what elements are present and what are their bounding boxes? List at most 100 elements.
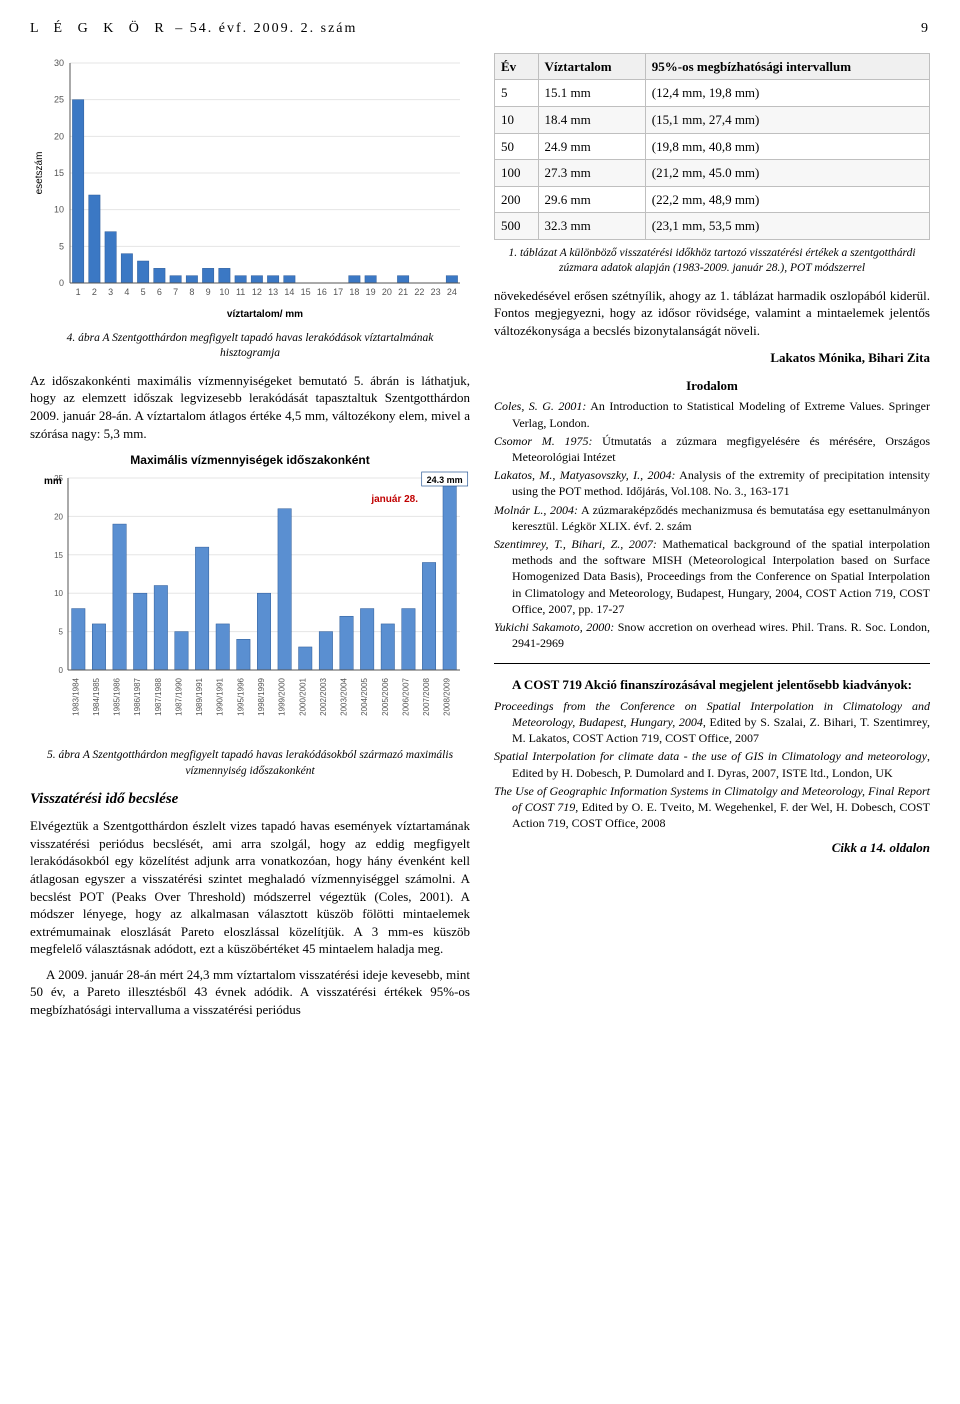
journal-title: L É G K Ö R – 54. évf. 2009. 2. szám <box>30 20 357 39</box>
left-column: 0510152025301234567891011121314151617181… <box>30 53 470 1027</box>
svg-text:január 28.: január 28. <box>370 494 418 505</box>
svg-text:20: 20 <box>54 513 63 522</box>
svg-text:20: 20 <box>382 287 392 297</box>
table-cell: 10 <box>495 106 539 133</box>
table-cell: 500 <box>495 213 539 240</box>
confidence-table: Év Víztartalom 95%-os megbízhatósági int… <box>494 53 930 240</box>
svg-text:23: 23 <box>431 287 441 297</box>
svg-text:11: 11 <box>236 287 245 297</box>
svg-text:13: 13 <box>268 287 278 297</box>
svg-text:2008/2009: 2008/2009 <box>443 678 452 716</box>
box-item: Spatial Interpolation for climate data -… <box>494 748 930 780</box>
svg-text:17: 17 <box>333 287 343 297</box>
table-header-year: Év <box>495 53 539 80</box>
table-cell: (22,2 mm, 48,9 mm) <box>645 186 929 213</box>
svg-text:0: 0 <box>59 666 64 675</box>
svg-text:15: 15 <box>54 551 63 560</box>
svg-text:Maximális vízmennyiségek idősz: Maximális vízmennyiségek időszakonként <box>130 453 369 467</box>
svg-text:7: 7 <box>173 287 178 297</box>
journal-name: L É G K Ö R <box>30 21 170 36</box>
svg-text:5: 5 <box>59 241 64 251</box>
table-row: 5024.9 mm(19,8 mm, 40,8 mm) <box>495 133 930 160</box>
svg-text:2002/2003: 2002/2003 <box>319 678 328 716</box>
table-cell: 15.1 mm <box>538 80 645 107</box>
table-cell: 100 <box>495 160 539 187</box>
svg-text:15: 15 <box>54 168 64 178</box>
page-number: 9 <box>921 20 930 39</box>
table-row: 1018.4 mm(15,1 mm, 27,4 mm) <box>495 106 930 133</box>
reference-item: Molnár L., 2004: A zúzmaraképződés mecha… <box>494 502 930 534</box>
reference-item: Szentimrey, T., Bihari, Z., 2007: Mathem… <box>494 536 930 617</box>
svg-text:9: 9 <box>206 287 211 297</box>
table-header-confint: 95%-os megbízhatósági intervallum <box>645 53 929 80</box>
svg-text:10: 10 <box>54 589 63 598</box>
right-column: Év Víztartalom 95%-os megbízhatósági int… <box>494 53 930 1027</box>
table-cell: 27.3 mm <box>538 160 645 187</box>
continuation-note: Cikk a 14. oldalon <box>494 839 930 857</box>
box-item: The Use of Geographic Information System… <box>494 783 930 832</box>
svg-text:4: 4 <box>124 287 129 297</box>
svg-text:5: 5 <box>141 287 146 297</box>
svg-text:2: 2 <box>92 287 97 297</box>
histogram-caption: 4. ábra A Szentgotthárdon megfigyelt tap… <box>42 331 458 362</box>
box-list: Proceedings from the Conference on Spati… <box>494 698 930 832</box>
table-cell: 18.4 mm <box>538 106 645 133</box>
svg-text:1983/1984: 1983/1984 <box>71 678 80 716</box>
svg-text:1987/1988: 1987/1988 <box>154 678 163 716</box>
left-paragraph-2: Elvégeztük a Szentgotthárdon észlelt viz… <box>30 817 470 957</box>
svg-text:1987/1990: 1987/1990 <box>174 678 183 716</box>
svg-text:21: 21 <box>398 287 408 297</box>
left-paragraph-1: Az időszakonkénti maximális vízmennyiség… <box>30 372 470 442</box>
table-cell: (19,8 mm, 40,8 mm) <box>645 133 929 160</box>
svg-text:10: 10 <box>54 205 64 215</box>
references-title: Irodalom <box>494 377 930 395</box>
left-paragraph-3: A 2009. január 28-án mért 24,3 mm víztar… <box>30 966 470 1019</box>
svg-text:30: 30 <box>54 58 64 68</box>
table-cell: (21,2 mm, 45.0 mm) <box>645 160 929 187</box>
reference-item: Csomor M. 1975: Útmutatás a zúzmara megf… <box>494 433 930 465</box>
svg-text:mm: mm <box>44 476 62 487</box>
svg-text:24.3 mm: 24.3 mm <box>427 475 463 485</box>
svg-text:3: 3 <box>108 287 113 297</box>
svg-text:5: 5 <box>59 628 64 637</box>
svg-text:6: 6 <box>157 287 162 297</box>
svg-text:25: 25 <box>54 95 64 105</box>
journal-issue: – 54. évf. 2009. 2. szám <box>175 21 357 36</box>
right-paragraph-1: növekedésével erősen szétnyílik, ahogy a… <box>494 287 930 340</box>
svg-text:8: 8 <box>189 287 194 297</box>
table-caption: 1. táblázat A különböző visszatérési idő… <box>494 246 930 277</box>
svg-text:22: 22 <box>414 287 424 297</box>
svg-text:16: 16 <box>317 287 327 297</box>
svg-text:víztartalom/ mm: víztartalom/ mm <box>227 309 303 320</box>
svg-text:10: 10 <box>219 287 229 297</box>
table-cell: (12,4 mm, 19,8 mm) <box>645 80 929 107</box>
section-title: Visszatérési idő becslése <box>30 789 470 809</box>
authors: Lakatos Mónika, Bihari Zita <box>494 349 930 367</box>
svg-text:14: 14 <box>284 287 294 297</box>
separator <box>494 663 930 664</box>
svg-text:2004/2005: 2004/2005 <box>360 678 369 716</box>
svg-text:2007/2008: 2007/2008 <box>422 678 431 716</box>
svg-text:2003/2004: 2003/2004 <box>340 678 349 716</box>
table-cell: 29.6 mm <box>538 186 645 213</box>
table-cell: 24.9 mm <box>538 133 645 160</box>
svg-text:esetszám: esetszám <box>34 151 45 194</box>
yearly-caption: 5. ábra A Szentgotthárdon megfigyelt tap… <box>42 748 458 779</box>
table-cell: (23,1 mm, 53,5 mm) <box>645 213 929 240</box>
svg-text:1999/2000: 1999/2000 <box>278 678 287 716</box>
table-row: 515.1 mm(12,4 mm, 19,8 mm) <box>495 80 930 107</box>
reference-item: Yukichi Sakamoto, 2000: Snow accretion o… <box>494 619 930 651</box>
box-item: Proceedings from the Conference on Spati… <box>494 698 930 747</box>
table-row: 20029.6 mm(22,2 mm, 48,9 mm) <box>495 186 930 213</box>
svg-text:0: 0 <box>59 278 64 288</box>
table-cell: 200 <box>495 186 539 213</box>
svg-text:1986/1987: 1986/1987 <box>133 678 142 716</box>
histogram-chart: 0510152025301234567891011121314151617181… <box>30 53 470 323</box>
svg-text:15: 15 <box>301 287 311 297</box>
table-cell: (15,1 mm, 27,4 mm) <box>645 106 929 133</box>
svg-text:1998/1999: 1998/1999 <box>257 678 266 716</box>
svg-text:1: 1 <box>76 287 81 297</box>
svg-text:2006/2007: 2006/2007 <box>401 678 410 716</box>
svg-text:1985/1986: 1985/1986 <box>113 678 122 716</box>
reference-item: Coles, S. G. 2001: An Introduction to St… <box>494 398 930 430</box>
